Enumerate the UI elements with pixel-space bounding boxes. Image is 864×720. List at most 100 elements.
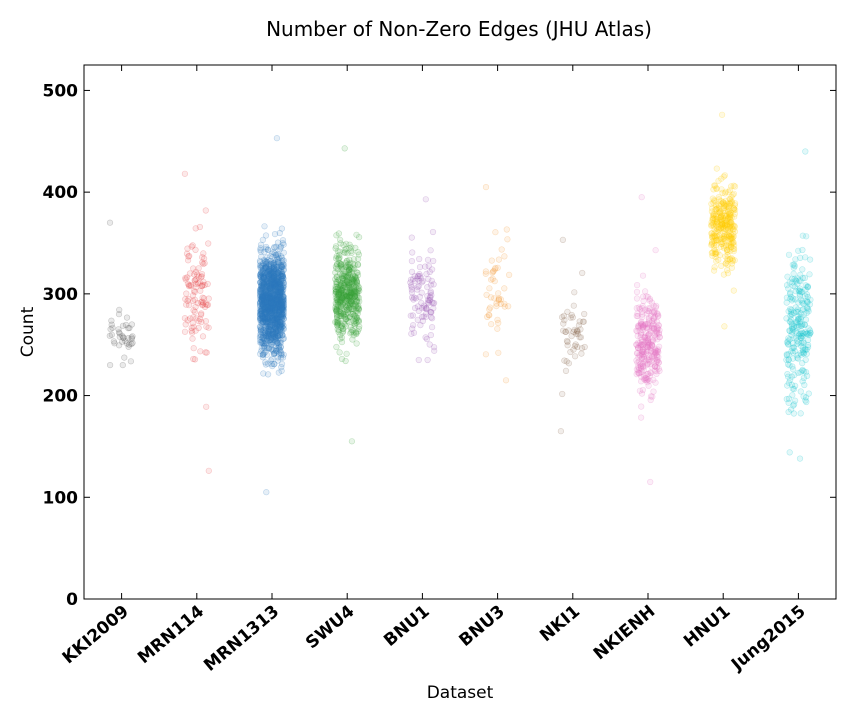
data-point: [267, 253, 274, 260]
data-point: [270, 300, 277, 307]
data-point: [258, 296, 265, 303]
data-point: [332, 294, 340, 302]
data-point: [262, 304, 269, 311]
data-point: [339, 295, 346, 302]
data-point: [333, 308, 340, 315]
data-point: [354, 317, 362, 324]
data-point: [337, 299, 344, 306]
data-point: [264, 291, 271, 298]
data-point: [333, 308, 340, 315]
data-point: [494, 316, 501, 323]
data-point: [271, 280, 278, 288]
data-point: [349, 290, 357, 297]
data-point: [277, 290, 284, 297]
data-point: [267, 306, 274, 313]
data-point: [277, 284, 284, 291]
data-point: [273, 334, 280, 341]
data-point: [420, 313, 427, 320]
data-point: [280, 279, 287, 287]
data-point: [280, 311, 287, 319]
data-point: [186, 270, 194, 277]
data-point: [277, 302, 285, 309]
data-point: [271, 311, 279, 318]
data-point: [267, 291, 274, 298]
data-point: [654, 325, 662, 332]
data-point: [271, 336, 278, 344]
data-point: [411, 273, 418, 280]
data-point: [268, 306, 275, 313]
data-point: [258, 270, 265, 277]
data-point: [273, 310, 280, 318]
data-point: [268, 330, 276, 337]
data-point: [279, 261, 287, 268]
data-point: [271, 294, 278, 302]
data-point: [257, 319, 265, 326]
data-point: [353, 279, 361, 286]
data-point: [274, 333, 281, 340]
data-point: [344, 284, 351, 291]
data-point: [797, 322, 805, 329]
data-point: [279, 318, 286, 325]
data-point: [264, 337, 271, 344]
data-point: [784, 371, 791, 378]
data-point: [273, 294, 281, 301]
data-point: [345, 271, 352, 279]
data-point: [201, 255, 208, 262]
data-point: [272, 281, 280, 288]
series-KKI2009: [106, 219, 136, 369]
data-point: [263, 332, 271, 339]
data-point: [203, 349, 210, 356]
data-point: [277, 321, 284, 328]
data-point: [348, 293, 355, 300]
data-point: [269, 302, 277, 309]
data-point: [335, 296, 342, 303]
data-point: [272, 318, 280, 326]
data-point: [199, 259, 206, 266]
data-point: [261, 329, 268, 337]
data-point: [185, 257, 192, 264]
data-point: [266, 291, 273, 298]
data-point: [268, 300, 275, 307]
data-point: [653, 349, 660, 356]
data-point: [408, 330, 415, 337]
data-point: [267, 295, 274, 302]
data-point: [273, 304, 280, 312]
data-point: [120, 334, 127, 341]
data-point: [333, 288, 340, 295]
data-point: [272, 326, 279, 334]
data-point: [504, 236, 511, 243]
data-point: [273, 283, 280, 290]
data-point: [350, 272, 357, 279]
data-point: [279, 257, 286, 264]
data-point: [717, 243, 725, 250]
data-point: [806, 256, 814, 263]
data-point: [271, 279, 278, 286]
data-point: [280, 306, 287, 313]
data-point: [280, 335, 287, 343]
data-point: [638, 350, 646, 357]
data-point: [261, 300, 268, 307]
data-point: [262, 340, 269, 347]
data-point: [277, 284, 284, 291]
data-point: [265, 267, 272, 274]
data-point: [345, 306, 352, 313]
data-point: [260, 266, 267, 273]
data-point: [341, 249, 348, 256]
data-point: [108, 321, 115, 328]
data-point: [267, 285, 274, 292]
data-point: [268, 301, 275, 308]
data-point: [267, 293, 274, 301]
data-point: [262, 311, 269, 318]
data-point: [273, 264, 280, 271]
data-point: [280, 297, 287, 305]
data-point: [269, 334, 276, 341]
data-point: [188, 327, 195, 334]
data-point: [268, 303, 275, 310]
data-point: [273, 292, 281, 299]
data-point: [271, 323, 278, 330]
data-point: [634, 322, 642, 330]
data-point: [274, 278, 282, 286]
data-point: [339, 310, 346, 317]
data-point: [801, 381, 808, 389]
